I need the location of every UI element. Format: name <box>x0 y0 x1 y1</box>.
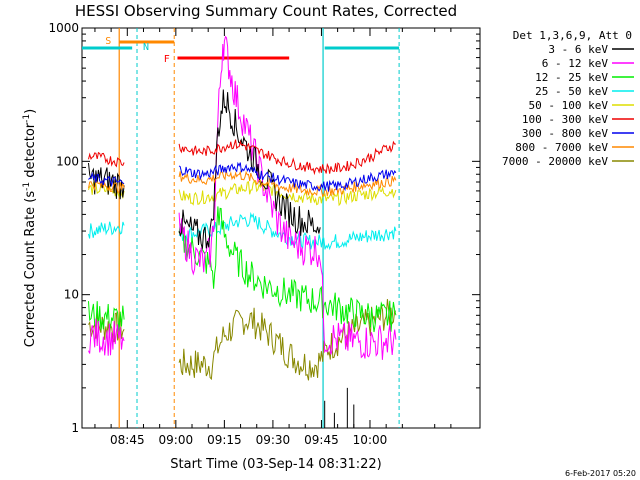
series-line-6-seg-0 <box>88 171 125 188</box>
series-line-2-seg-1 <box>178 206 397 333</box>
y-label-sup1: -1 <box>22 182 32 191</box>
x-tick-label: 09:45 <box>304 433 339 447</box>
annotation-n: N <box>143 42 149 53</box>
y-label-end: ) <box>23 109 38 114</box>
annotations: S N F <box>105 36 170 65</box>
plot-frame <box>81 27 481 429</box>
x-tick-label: 10:00 <box>353 433 388 447</box>
x-tick-label: 09:15 <box>207 433 242 447</box>
series-line-5-seg-0 <box>88 151 125 168</box>
footer-date: 6-Feb-2017 05:20 <box>565 469 636 478</box>
legend-label-3: 25 - 50 keV <box>535 85 608 98</box>
y-label-mid: detector <box>23 122 38 182</box>
x-axis-label: Start Time (03-Sep-14 08:31:22) <box>170 457 381 472</box>
legend-title: Det 1,3,6,9, Att 0 <box>513 29 632 42</box>
series-line-8-seg-1 <box>178 299 397 381</box>
annotation-f: F <box>164 54 170 65</box>
chart-title: HESSI Observing Summary Count Rates, Cor… <box>75 2 457 20</box>
series-line-7-seg-1 <box>178 169 397 198</box>
legend-label-2: 12 - 25 keV <box>535 71 608 84</box>
axis-ticks: 1 10 100 1000 08:45 09:00 09:15 09:30 09:45 10:00 <box>48 21 480 447</box>
y-axis-label: Corrected Count Rate (s-1 detector-1) <box>22 109 38 347</box>
y-tick-label: 100 <box>56 154 79 168</box>
series-line-5-seg-1 <box>178 139 396 176</box>
legend-label-4: 50 - 100 keV <box>529 99 609 112</box>
x-tick-label: 09:00 <box>159 433 194 447</box>
y-label-main: Corrected Count Rate (s <box>23 191 38 348</box>
series-line-6-seg-1 <box>178 161 397 192</box>
y-tick-label: 10 <box>64 288 79 302</box>
legend-label-1: 6 - 12 keV <box>542 57 609 70</box>
series-line-3-seg-0 <box>88 221 125 239</box>
series-line-0-seg-1 <box>178 89 321 249</box>
legend-label-0: 3 - 6 keV <box>548 43 608 56</box>
series-line-2-seg-0 <box>88 301 125 332</box>
y-label-sup2: -1 <box>22 114 32 123</box>
x-tick-label: 09:30 <box>256 433 291 447</box>
legend-label-7: 800 - 7000 keV <box>515 141 608 154</box>
y-tick-label: 1000 <box>48 21 79 35</box>
series-line-7-seg-0 <box>88 179 125 194</box>
annotation-s: S <box>105 36 111 47</box>
series-group <box>88 35 397 428</box>
legend-label-5: 100 - 300 keV <box>522 113 608 126</box>
legend-label-6: 300 - 800 keV <box>522 127 608 140</box>
attenuator-markers <box>82 28 400 428</box>
y-tick-label: 1 <box>71 421 79 435</box>
series-line-1-seg-0 <box>88 318 125 356</box>
legend-label-8: 7000 - 20000 keV <box>502 155 608 168</box>
x-tick-label: 08:45 <box>110 433 145 447</box>
